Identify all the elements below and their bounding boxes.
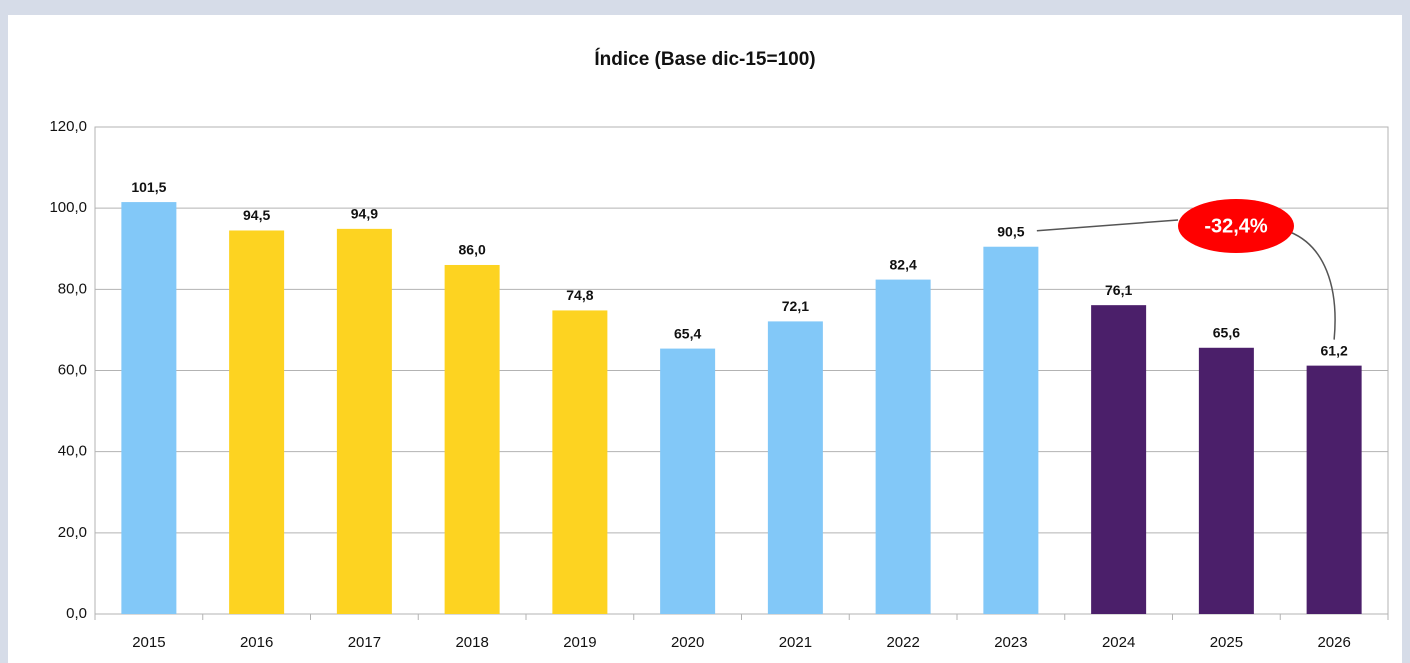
annotation-connector — [1289, 231, 1336, 340]
x-tick-label: 2021 — [779, 634, 812, 651]
bar — [767, 321, 823, 614]
x-tick-label: 2026 — [1317, 634, 1350, 651]
value-label: 74,8 — [566, 287, 593, 303]
y-tick-label: 80,0 — [58, 280, 87, 297]
y-tick-label: 40,0 — [58, 443, 87, 460]
x-tick-label: 2020 — [671, 634, 704, 651]
value-label: 65,4 — [674, 325, 701, 341]
x-tick-label: 2023 — [994, 634, 1027, 651]
value-label: 61,2 — [1321, 342, 1348, 358]
x-tick-label: 2022 — [886, 634, 919, 651]
value-label: 65,6 — [1213, 324, 1240, 340]
x-tick-label: 2024 — [1102, 634, 1135, 651]
annotation-connector — [1036, 219, 1179, 232]
bar — [983, 246, 1039, 615]
bar — [552, 310, 608, 614]
value-label: 86,0 — [459, 242, 486, 258]
y-tick-label: 20,0 — [58, 524, 87, 541]
value-label: 101,5 — [131, 179, 166, 195]
annotation-bubble — [1178, 199, 1294, 253]
bar — [875, 279, 931, 614]
x-tick-label: 2017 — [348, 634, 381, 651]
bar — [444, 264, 500, 614]
bar — [1306, 365, 1362, 614]
value-label: 94,5 — [243, 207, 270, 223]
x-tick-label: 2025 — [1210, 634, 1243, 651]
bar — [336, 228, 392, 614]
value-label: 72,1 — [782, 298, 809, 314]
x-tick-label: 2018 — [455, 634, 488, 651]
y-tick-label: 60,0 — [58, 361, 87, 378]
value-label: 82,4 — [890, 256, 917, 272]
chart-title: Índice (Base dic-15=100) — [594, 48, 815, 70]
annotation-text: -32,4% — [1204, 215, 1268, 237]
y-tick-label: 0,0 — [66, 605, 87, 622]
y-tick-label: 100,0 — [49, 199, 87, 216]
y-tick-label: 120,0 — [49, 118, 87, 135]
x-tick-label: 2016 — [240, 634, 273, 651]
value-label: 94,9 — [351, 206, 378, 222]
bar — [1091, 305, 1147, 614]
x-tick-label: 2015 — [132, 634, 165, 651]
value-label: 76,1 — [1105, 282, 1132, 298]
x-tick-label: 2019 — [563, 634, 596, 651]
bar — [229, 230, 285, 615]
bar — [121, 202, 177, 614]
value-label: 90,5 — [997, 223, 1024, 239]
bar — [660, 348, 716, 614]
bar — [1198, 347, 1254, 614]
